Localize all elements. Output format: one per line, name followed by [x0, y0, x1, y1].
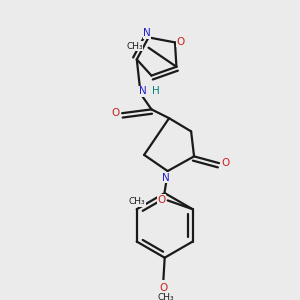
Text: O: O [221, 158, 230, 168]
Text: N: N [143, 28, 151, 38]
Text: CH₃: CH₃ [126, 42, 143, 51]
Text: O: O [160, 283, 168, 293]
Text: O: O [176, 37, 184, 46]
Text: H: H [152, 86, 160, 96]
Text: N: N [162, 172, 170, 182]
Text: N: N [140, 86, 147, 96]
Text: O: O [112, 108, 120, 118]
Text: CH₃: CH₃ [158, 293, 175, 300]
Text: O: O [158, 194, 166, 205]
Text: CH₃: CH₃ [129, 197, 146, 206]
